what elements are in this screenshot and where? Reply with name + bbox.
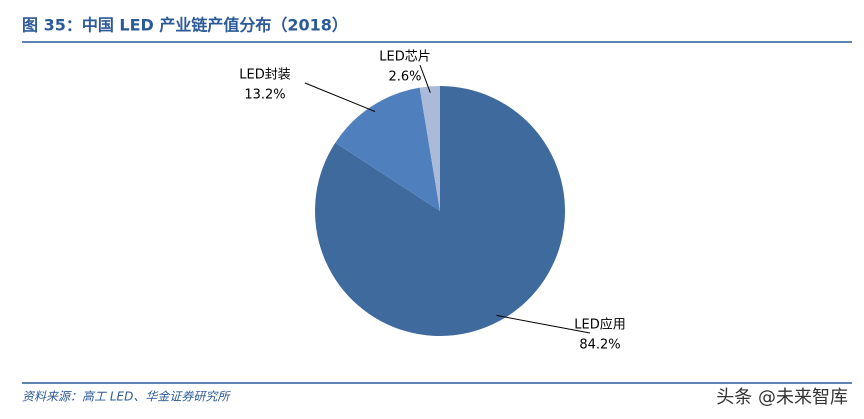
- leader-line: [304, 82, 376, 113]
- chart-title: 图 35：中国 LED 产业链产值分布（2018）: [22, 16, 348, 35]
- pie-slice: [419, 86, 440, 211]
- value-label: 2.6%: [388, 70, 421, 85]
- source: 资料来源：高工 LED、华金证券研究所: [22, 390, 231, 404]
- leader-line: [496, 314, 591, 334]
- slice-label: LED封装: [239, 68, 290, 83]
- value-label: 13.2%: [244, 88, 285, 103]
- watermark: 头条 @未来智库: [716, 387, 848, 408]
- slice-label: LED应用: [574, 317, 625, 333]
- pie-slice: [335, 87, 440, 211]
- slice-label: LED芯片: [379, 50, 430, 65]
- leader-line: [419, 64, 431, 93]
- value-label: 84.2%: [579, 338, 620, 353]
